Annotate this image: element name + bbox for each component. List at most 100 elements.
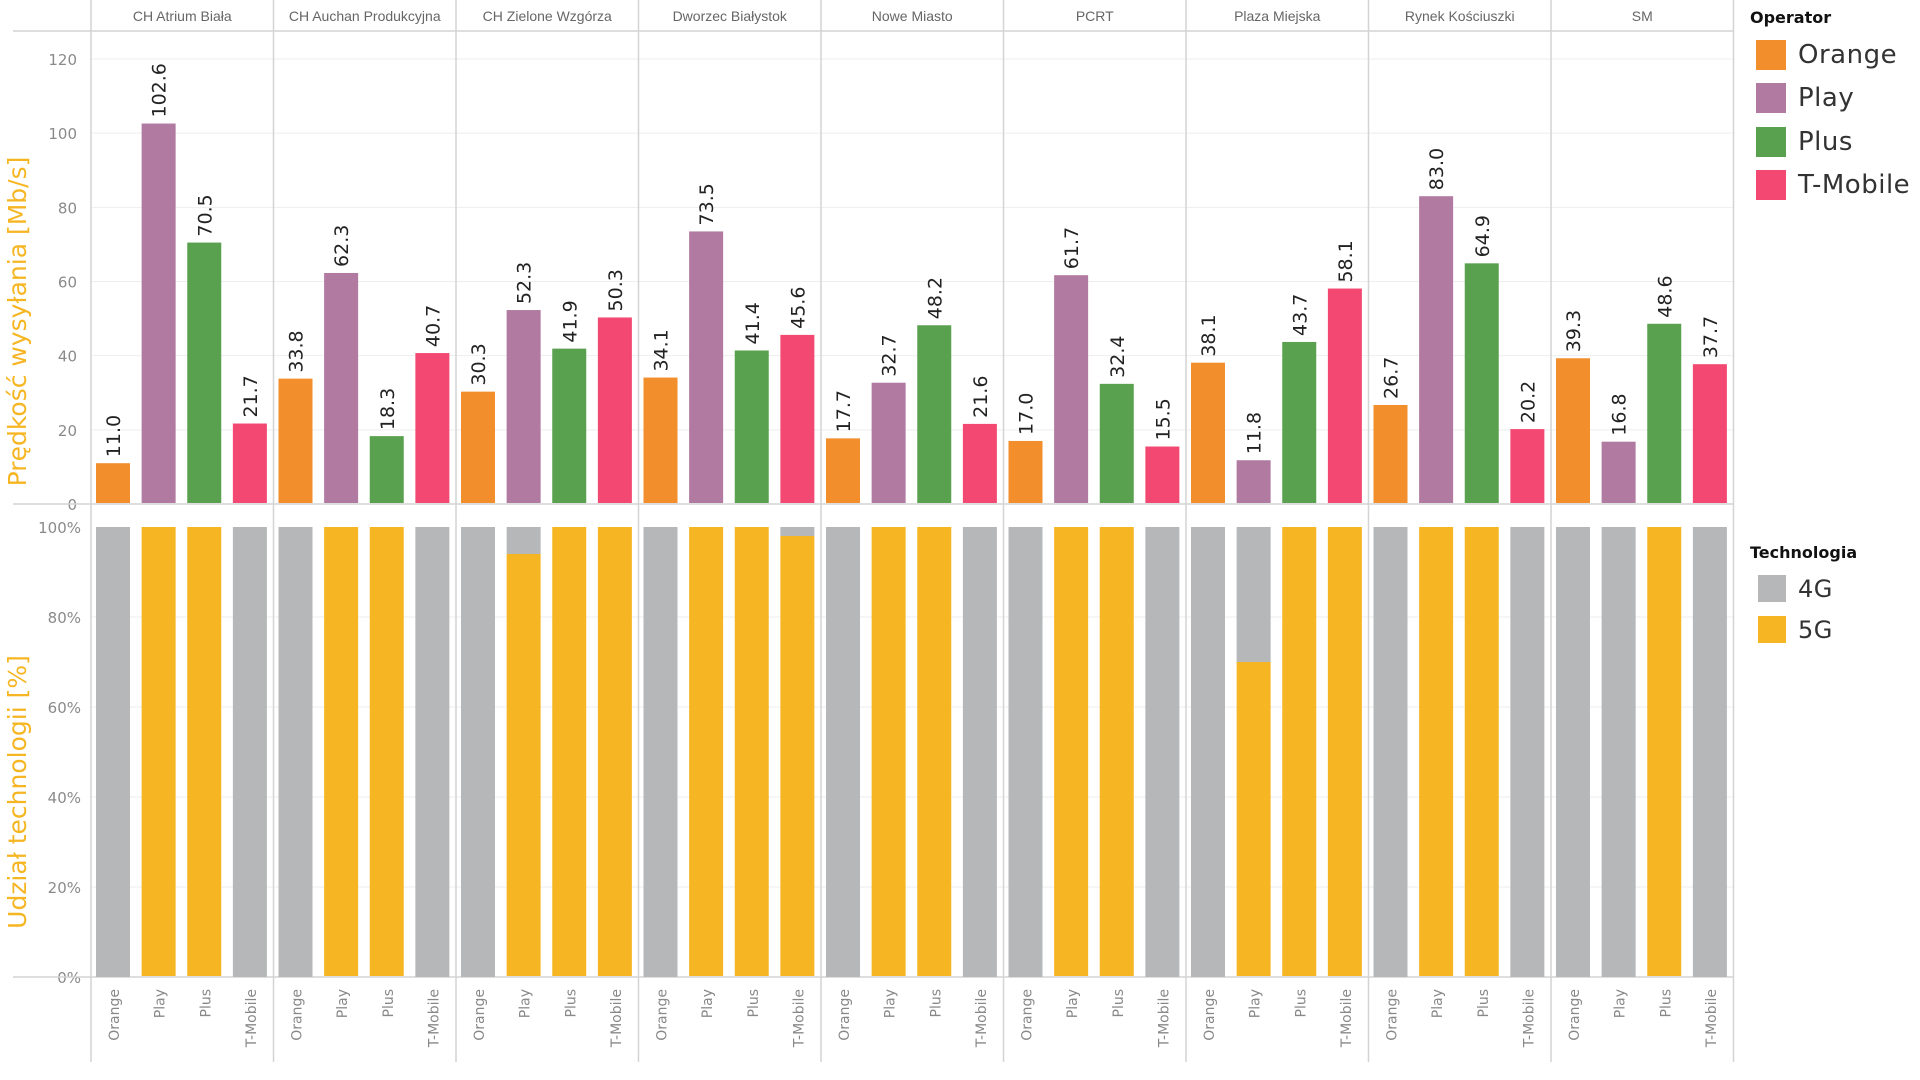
lower-ytick-label: 40% xyxy=(48,789,81,807)
tech-bar-4g xyxy=(278,527,313,977)
tech-bar-5g xyxy=(324,527,359,976)
facet-header-label: Rynek Kościuszki xyxy=(1405,8,1515,24)
speed-value-label: 45.6 xyxy=(787,287,809,329)
legend-item-4g[interactable]: 4G xyxy=(1750,568,1857,609)
x-category-label: Orange xyxy=(472,989,488,1041)
x-category-label: Orange xyxy=(1567,989,1583,1041)
speed-bar-plus xyxy=(1099,383,1134,503)
legend-item-play[interactable]: Play xyxy=(1750,77,1910,121)
speed-bar-t-mobile xyxy=(597,317,632,503)
speed-bar-plus xyxy=(917,325,952,503)
tech-bar-4g xyxy=(1236,527,1271,662)
x-category-label: Orange xyxy=(837,989,853,1041)
tech-bar-4g xyxy=(1510,527,1545,977)
speed-value-label: 50.3 xyxy=(605,269,627,311)
x-category-label: Orange xyxy=(1020,989,1036,1041)
facet-header-label: CH Atrium Biała xyxy=(133,8,232,24)
facet-header-label: CH Auchan Produkcyjna xyxy=(289,8,441,24)
x-category-label: Plus xyxy=(198,989,214,1018)
lower-ytick-label: 0% xyxy=(57,969,81,987)
speed-value-label: 20.2 xyxy=(1517,381,1539,423)
speed-bar-plus xyxy=(1464,263,1499,503)
speed-bar-play xyxy=(506,310,541,503)
legend-swatch-5g xyxy=(1758,616,1786,643)
technology-legend-title: Technologia xyxy=(1750,543,1858,562)
speed-value-label: 17.0 xyxy=(1016,393,1038,435)
x-category-label: Play xyxy=(1065,989,1081,1018)
x-category-label: T-Mobile xyxy=(1521,989,1537,1048)
legend-item-t-mobile[interactable]: T-Mobile xyxy=(1750,164,1910,208)
tech-bar-4g xyxy=(232,527,267,977)
speed-bar-plus xyxy=(552,348,587,503)
speed-value-label: 26.7 xyxy=(1381,357,1403,399)
speed-bar-plus xyxy=(734,350,769,503)
speed-value-label: 58.1 xyxy=(1335,240,1357,282)
x-category-label: T-Mobile xyxy=(1704,989,1720,1048)
x-category-label: Plus xyxy=(746,989,762,1018)
legend-swatch-plus xyxy=(1756,126,1786,157)
speed-bar-t-mobile xyxy=(1327,288,1362,503)
x-category-label: T-Mobile xyxy=(974,989,990,1048)
speed-bar-t-mobile xyxy=(1510,429,1545,503)
speed-bar-play xyxy=(1419,196,1454,504)
tech-bar-4g xyxy=(1145,527,1180,977)
speed-value-label: 21.7 xyxy=(240,375,262,417)
x-category-label: Orange xyxy=(1385,989,1401,1041)
speed-bar-plus xyxy=(369,436,404,503)
tech-bar-5g xyxy=(187,527,222,976)
legend-item-plus[interactable]: Plus xyxy=(1750,120,1910,164)
tech-bar-4g xyxy=(1008,527,1043,977)
lower-ytick-label: 20% xyxy=(48,879,81,897)
x-category-label: Plus xyxy=(1293,989,1309,1018)
tech-bar-4g xyxy=(1373,527,1408,977)
technology-legend: Technologia 4G 5G xyxy=(1750,543,1857,650)
tech-bar-4g xyxy=(1191,527,1225,977)
legend-label-plus: Plus xyxy=(1798,126,1853,157)
x-category-label: T-Mobile xyxy=(791,989,807,1048)
x-category-label: T-Mobile xyxy=(244,989,260,1048)
speed-value-label: 62.3 xyxy=(331,225,353,267)
speed-bar-t-mobile xyxy=(780,334,815,503)
tech-bar-4g xyxy=(643,527,678,977)
tech-bar-5g xyxy=(871,527,906,976)
speed-value-label: 16.8 xyxy=(1609,393,1631,435)
speed-bar-play xyxy=(871,382,906,503)
x-category-label: T-Mobile xyxy=(426,989,442,1048)
speed-value-label: 21.6 xyxy=(970,376,992,418)
upper-ytick-label: 0 xyxy=(67,496,77,514)
tech-bar-5g xyxy=(1099,527,1134,976)
legend-swatch-t-mobile xyxy=(1756,170,1786,201)
tech-bar-5g xyxy=(369,527,404,976)
x-category-label: Play xyxy=(1430,989,1446,1018)
speed-bar-plus xyxy=(1282,341,1317,503)
speed-value-label: 37.7 xyxy=(1700,316,1722,358)
legend-item-orange[interactable]: Orange xyxy=(1750,33,1910,77)
x-category-label: T-Mobile xyxy=(1339,989,1355,1048)
speed-value-label: 33.8 xyxy=(286,330,308,372)
tech-bar-5g xyxy=(780,536,815,976)
speed-bar-play xyxy=(1054,275,1089,503)
speed-bar-orange xyxy=(1556,358,1590,503)
tech-bar-5g xyxy=(1647,527,1682,976)
legend-label-t-mobile: T-Mobile xyxy=(1798,170,1911,201)
speed-bar-play xyxy=(1236,460,1271,503)
speed-bar-orange xyxy=(643,377,678,503)
speed-value-label: 52.3 xyxy=(514,262,536,304)
legend-swatch-play xyxy=(1756,83,1786,114)
tech-bar-4g xyxy=(962,527,997,977)
facet-header-label: SM xyxy=(1632,8,1653,24)
speed-bar-play xyxy=(689,231,724,503)
tech-bar-5g xyxy=(1419,527,1454,976)
speed-value-label: 39.3 xyxy=(1563,310,1585,352)
speed-bar-orange xyxy=(96,463,130,503)
speed-bar-t-mobile xyxy=(232,423,267,503)
lower-ytick-label: 80% xyxy=(48,609,81,627)
tech-bar-4g xyxy=(780,527,815,536)
speed-value-label: 32.7 xyxy=(879,334,901,376)
speed-value-label: 11.8 xyxy=(1244,412,1266,454)
speed-bar-plus xyxy=(1647,323,1682,503)
legend-item-5g[interactable]: 5G xyxy=(1750,609,1857,650)
lower-y-axis-title: Udział technologii [%] xyxy=(3,655,32,929)
x-category-label: Play xyxy=(883,989,899,1018)
